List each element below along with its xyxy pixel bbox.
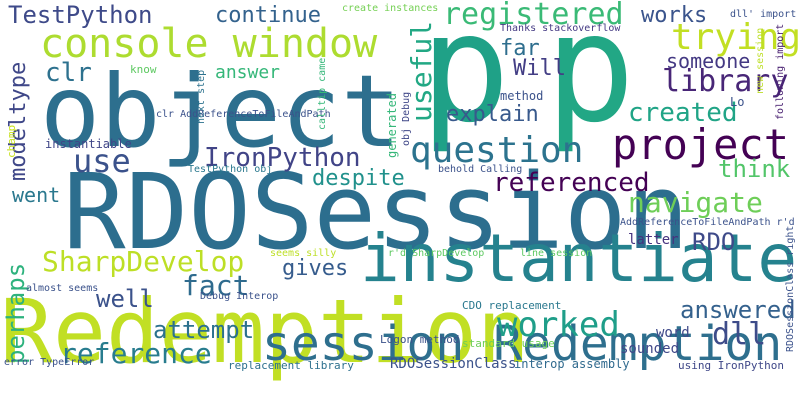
word-obj-debug: obj Debug [401,91,412,146]
word-generated: generated [385,92,399,158]
word-lo: Lo [730,95,745,109]
word-next-step: next step [196,69,207,124]
word-redemption: Redemption [0,280,530,383]
word-new-session: new session [755,27,766,94]
word-logon-method: Logon method [380,333,460,346]
word-worked: worked [497,305,620,345]
word-project: project [612,120,790,169]
word-trying: trying [671,17,800,58]
word-line-session: line session [520,248,593,259]
word-interop-assembly: interop assembly [514,357,630,371]
word-answer: answer [215,62,281,83]
word-object: object [40,53,402,170]
word-p-second: p [545,0,636,156]
word-debug-interop: Debug Interop [200,291,279,302]
word-continue: continue [215,3,321,28]
word-registered: registered [443,0,624,32]
word-addreferencetofileandpath-rd: AddReferenceToFileAndPath r'd [620,217,795,228]
word-dll-import: dll' import [730,9,797,20]
word-thanks-stackoverflow: Thanks stackoverflow [500,23,621,34]
word-latter: latter [628,232,679,248]
word-went: went [12,183,61,207]
word-question: question [410,130,584,171]
word-sharpdevelop: SharpDevelop [42,245,245,278]
word-perhaps: perhaps [2,262,30,364]
word-testpython: TestPython [8,1,153,29]
word-rdosessionclass: RDOSessionClass [390,356,517,372]
word-rd-sharpdevelop: r'd SharpDevelop [388,248,485,259]
word-instantiate: instantiate [360,220,798,297]
word-works: works [641,3,708,28]
word-following-import: following import [775,23,786,120]
word-replacement-library: replacement library [228,359,354,372]
word-referenced: referenced [493,168,650,198]
word-seems-silly: seems silly [270,248,337,259]
word-calltip-came: calltip came [317,57,328,130]
word-use: use [73,142,131,180]
word-attempt: attempt [153,316,255,344]
word-explain: explain [446,102,539,127]
word-think: think [718,155,791,183]
word-despite: despite [312,166,405,191]
word-modeltype: modeltype [6,61,31,181]
word-standard-usage: standard usage [462,337,555,350]
word-created: created [628,98,738,128]
word-word: word [656,325,690,341]
word-method: method [500,89,544,103]
word-rdo: RDO [692,228,736,256]
word-fact: fact [182,269,250,302]
word-using-ironpython: using IronPython [678,359,784,372]
word-instantiable: instantiable [45,137,132,151]
word-clr: clr [45,58,92,88]
word-console-window: console window [40,21,378,67]
word-clr-addreferencetofileandpath: clr AddReferenceToFileAndPath [156,109,331,120]
word-almost-seems: almost seems [26,283,99,294]
word-useful: useful [405,20,438,122]
word-navigate: navigate [628,186,763,219]
word-session-redemption: session Redemption [262,316,783,372]
word-cdo-replacement: CDO replacement [462,299,562,312]
word-gives: gives [282,256,349,281]
word-library: library [662,64,789,99]
word-someone: someone [666,49,751,73]
word-error-typeerror: error TypeError [4,357,95,368]
word-rdosession: RDOSession [63,151,690,273]
word-will: Will [513,56,566,81]
word-far: far [500,36,540,61]
word-create-instances: create instances [342,3,439,14]
word-know: know [130,63,157,76]
word-answered: answered [680,296,796,324]
word-rdosessionclass-right: RDOSessionClass right [785,225,796,352]
word-sounded: sounded [620,341,680,357]
word-reference: reference [60,337,212,370]
word-champ: champ [5,124,18,158]
word-testpython-obj: TestPython obj [188,164,273,175]
word-p-first: p [420,0,511,156]
word-well: well [96,285,154,313]
word-ironpython: IronPython [204,143,361,173]
word-dll: dll [712,317,767,352]
word-behold-calling: behold Calling [438,164,523,175]
